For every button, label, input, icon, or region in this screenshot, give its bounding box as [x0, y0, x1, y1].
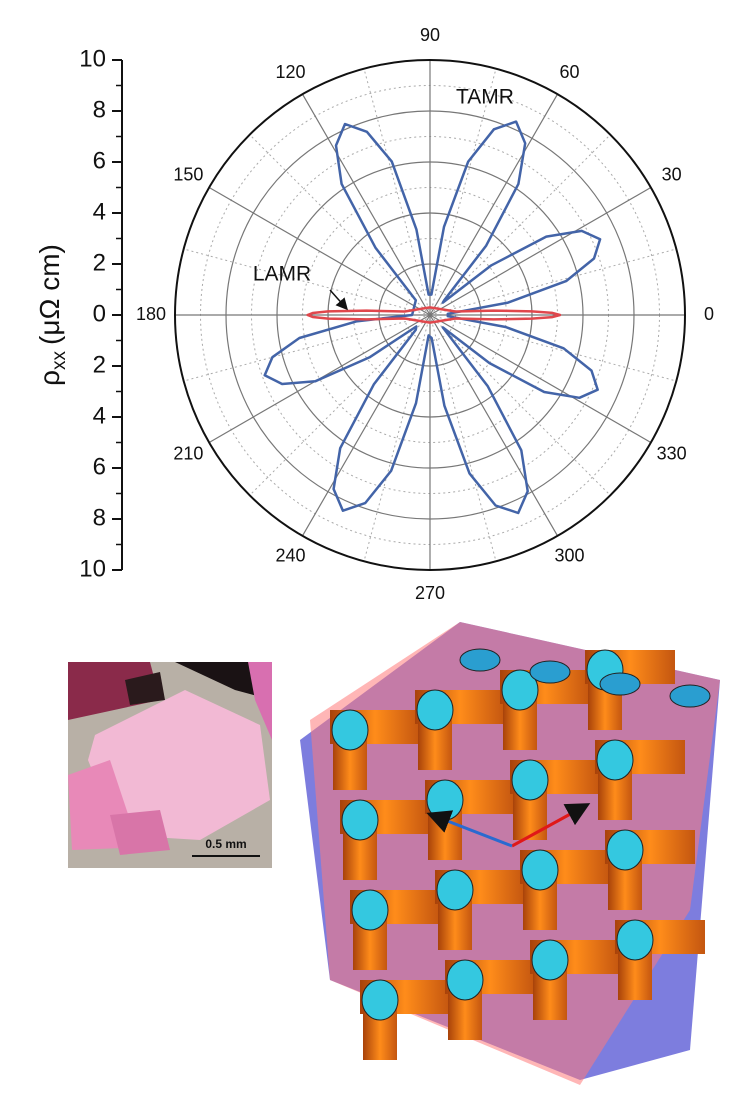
grid-spoke [429, 314, 652, 444]
tube-end [599, 672, 641, 696]
grid-spoke [429, 314, 559, 537]
grid-spoke [429, 186, 652, 316]
tube-end [531, 939, 569, 981]
angle-tick-label: 90 [420, 25, 440, 45]
lattice-illustration [300, 622, 720, 1085]
r-tick-label: 0 [93, 300, 106, 327]
angle-tick-label: 270 [415, 583, 445, 603]
angle-tick-label: 150 [173, 164, 203, 184]
minor-grid-spoke [183, 314, 431, 382]
angle-tick-label: 30 [662, 164, 682, 184]
angle-tick-label: 300 [554, 545, 584, 565]
r-tick-label: 4 [93, 198, 106, 225]
crystal-photo: 0.5 mm [68, 662, 272, 868]
tube-end [501, 669, 539, 711]
tube-end [436, 869, 474, 911]
r-tick-label: 2 [93, 249, 106, 276]
angle-tick-label: 60 [559, 62, 579, 82]
r-tick-label: 10 [79, 555, 106, 582]
minor-grid-spoke [429, 314, 677, 382]
y-label: ρ [34, 370, 65, 386]
r-tick-label: 6 [93, 147, 106, 174]
series-line [306, 306, 562, 324]
tube-end [416, 689, 454, 731]
tube-end [459, 648, 501, 672]
tube-end [669, 684, 711, 708]
vector [426, 810, 513, 848]
angle-tick-label: 120 [275, 62, 305, 82]
polar-plot: 0 30 60 90 120 150 180 210 240 270 300 330 0 2 2 4 4 6 6 8 8… [79, 25, 714, 603]
r-tick-label: 6 [93, 453, 106, 480]
svg-text:ρxx(μΩ cm): ρxx (μΩ cm) [34, 244, 70, 386]
r-tick-label: 8 [93, 504, 106, 531]
series-line [263, 120, 602, 515]
minor-grid-spoke [363, 314, 431, 562]
grid-circle [174, 59, 686, 571]
tube-end [446, 959, 484, 1001]
minor-grid-spoke [429, 248, 677, 316]
tube-end [341, 799, 379, 841]
y-axis-label: ρxx (μΩ cm) [34, 244, 70, 386]
grid-spoke [301, 93, 431, 316]
y-label-unit: (μΩ cm) [34, 244, 65, 345]
angle-tick-label: 0 [704, 304, 714, 324]
grid-circle [327, 212, 533, 418]
annotation-arrow [329, 289, 348, 311]
tube-end [521, 849, 559, 891]
vector [511, 803, 591, 848]
grid-circle [378, 263, 482, 367]
tube-end [331, 709, 369, 751]
angle-tick-label: 180 [136, 304, 166, 324]
grid-spoke [429, 93, 559, 316]
scale-bar-label: 0.5 mm [205, 837, 246, 851]
angle-tick-label: 330 [657, 443, 687, 463]
r-tick-label: 4 [93, 402, 106, 429]
angle-tick-label: 240 [275, 545, 305, 565]
tube-end [606, 829, 644, 871]
tube-end [596, 739, 634, 781]
r-tick-label: 10 [79, 45, 106, 72]
tube-end [361, 979, 399, 1021]
grid-circle [225, 110, 635, 520]
minor-grid-spoke [363, 68, 431, 316]
tube-end [616, 919, 654, 961]
grid-spoke [301, 314, 431, 537]
tube-end [351, 889, 389, 931]
series-annotation: LAMR [253, 263, 311, 286]
tube-end [529, 660, 571, 684]
r-tick-label: 2 [93, 351, 106, 378]
grid-circle [276, 161, 584, 469]
series-annotation: TAMR [456, 86, 514, 109]
grid-spoke [208, 186, 431, 316]
y-label-sub: xx [49, 350, 70, 370]
tube-end [511, 759, 549, 801]
r-tick-label: 8 [93, 96, 106, 123]
angle-tick-label: 210 [173, 443, 203, 463]
